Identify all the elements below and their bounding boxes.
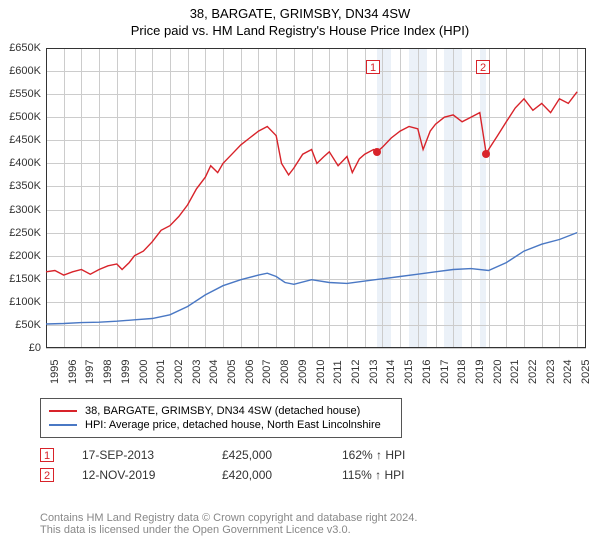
legend-label: HPI: Average price, detached house, Nort… <box>85 419 381 431</box>
legend-swatch <box>49 410 77 412</box>
transaction-marker: 2 <box>40 468 54 482</box>
series-hpi <box>46 233 577 324</box>
transaction-row: 1 17-SEP-2013£425,000162% ↑ HPI <box>40 448 462 462</box>
transaction-price: £425,000 <box>222 448 342 462</box>
transaction-price: £420,000 <box>222 468 342 482</box>
series-price_paid <box>46 92 577 275</box>
transaction-row: 2 12-NOV-2019£420,000115% ↑ HPI <box>40 468 462 482</box>
copyright-line1: Contains HM Land Registry data © Crown c… <box>40 512 417 524</box>
transaction-pct: 115% ↑ HPI <box>342 468 462 482</box>
marker-label: 1 <box>366 60 380 74</box>
copyright: Contains HM Land Registry data © Crown c… <box>40 512 417 536</box>
legend-swatch <box>49 424 77 426</box>
transaction-date: 12-NOV-2019 <box>82 468 222 482</box>
legend-item: HPI: Average price, detached house, Nort… <box>49 419 393 431</box>
transaction-date: 17-SEP-2013 <box>82 448 222 462</box>
marker-label: 2 <box>476 60 490 74</box>
data-marker <box>373 148 381 156</box>
legend: 38, BARGATE, GRIMSBY, DN34 4SW (detached… <box>40 398 402 438</box>
transaction-marker: 1 <box>40 448 54 462</box>
transactions-table: 1 17-SEP-2013£425,000162% ↑ HPI 2 12-NOV-20… <box>40 448 462 488</box>
legend-item: 38, BARGATE, GRIMSBY, DN34 4SW (detached… <box>49 405 393 417</box>
legend-label: 38, BARGATE, GRIMSBY, DN34 4SW (detached… <box>85 405 360 417</box>
data-marker <box>482 150 490 158</box>
copyright-line2: This data is licensed under the Open Gov… <box>40 524 417 536</box>
transaction-pct: 162% ↑ HPI <box>342 448 462 462</box>
